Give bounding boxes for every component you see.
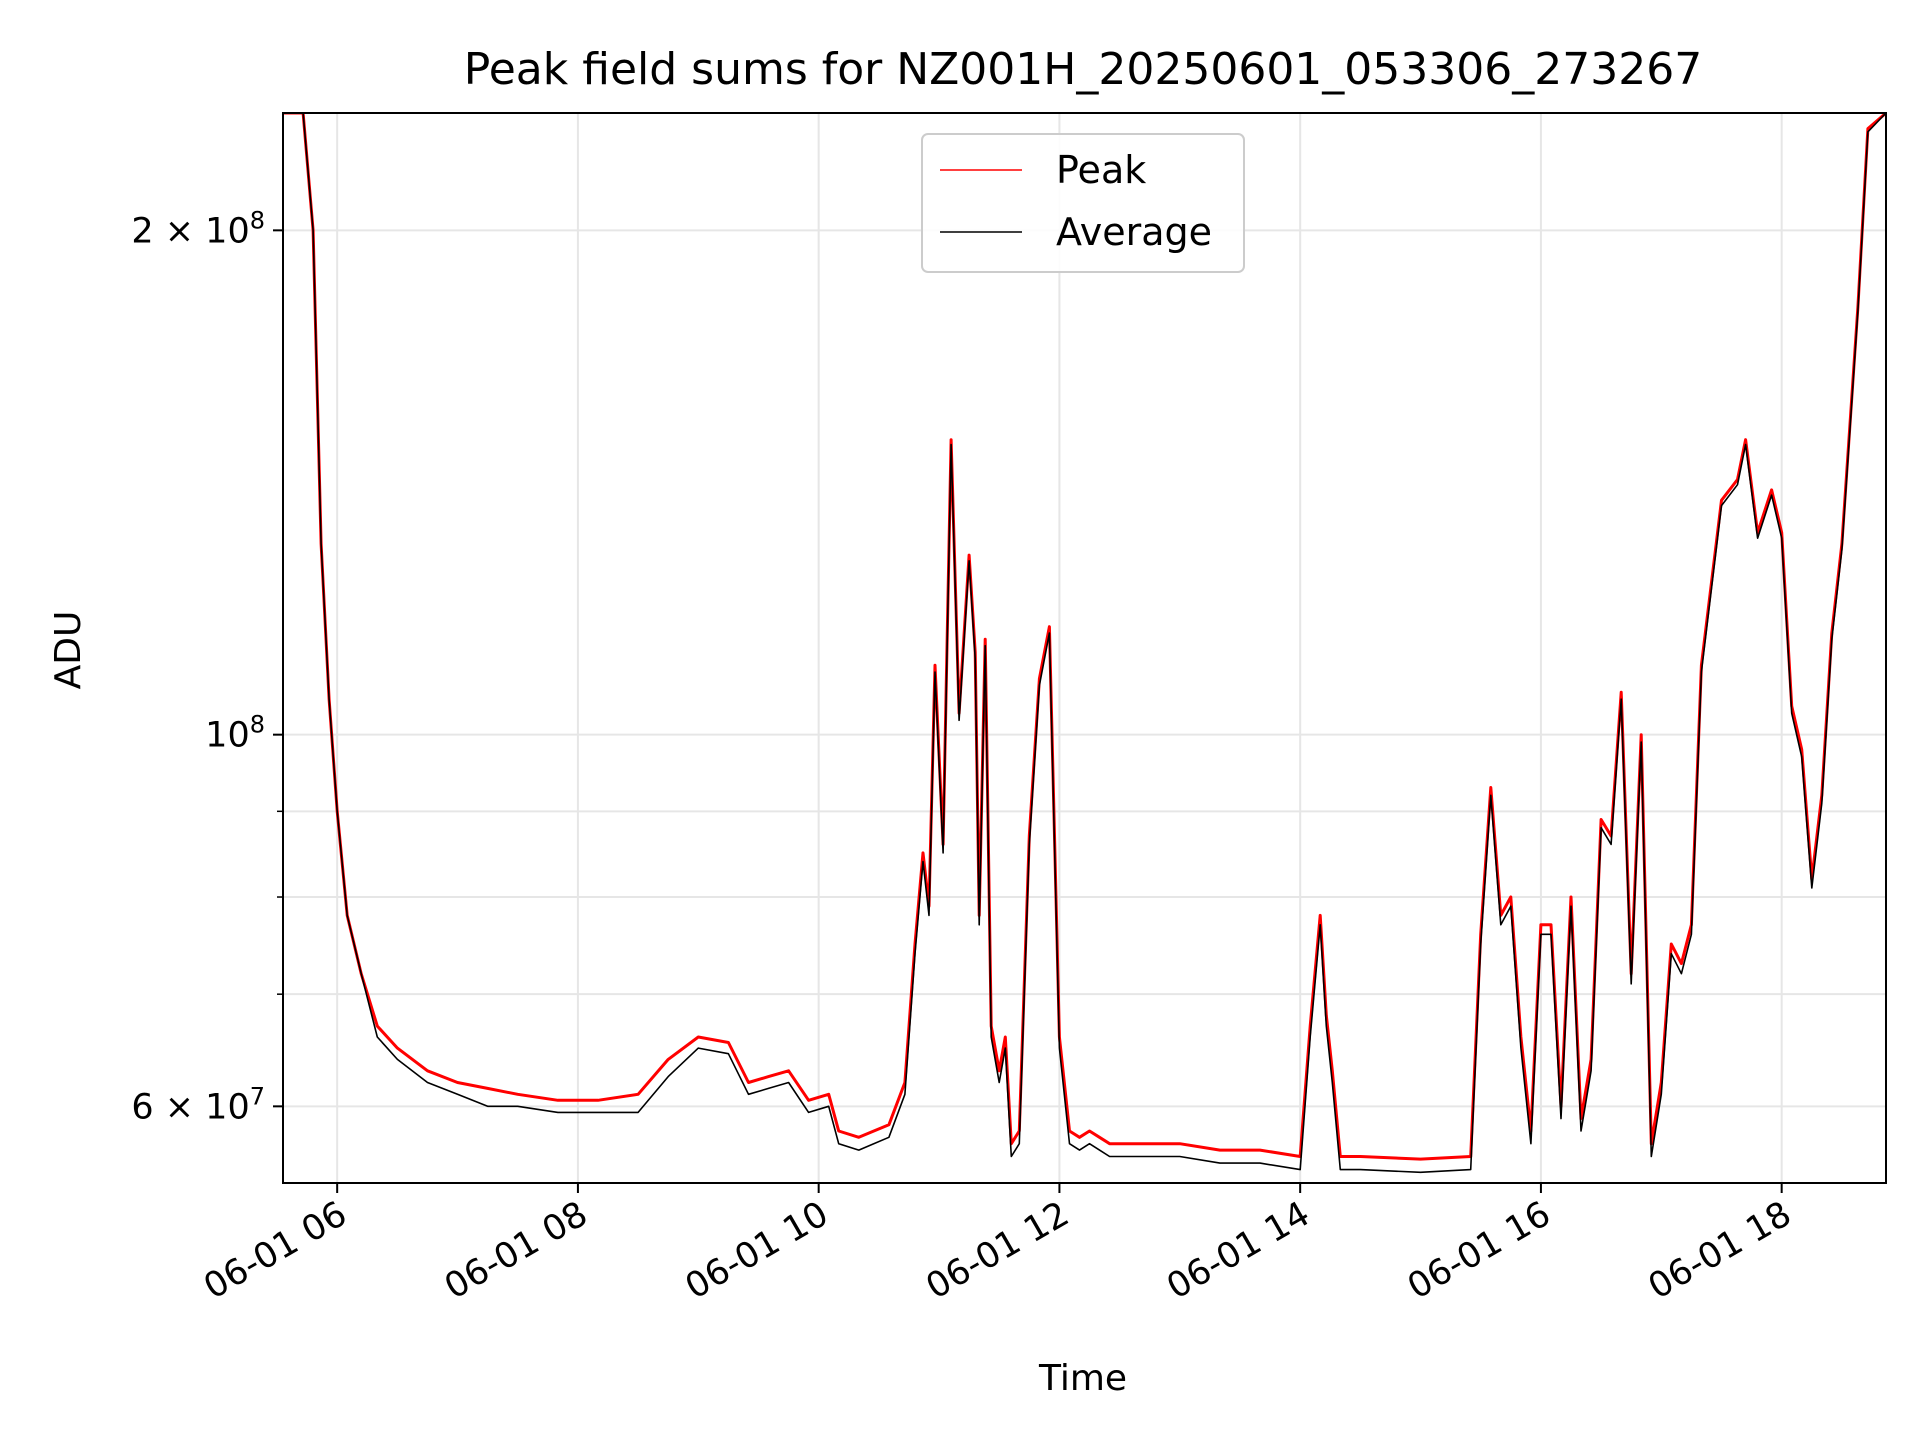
plot-frame bbox=[282, 112, 1887, 1184]
y-axis-title: ADU bbox=[48, 611, 89, 690]
legend-label-peak: Peak bbox=[1056, 148, 1146, 192]
legend-label-average: Average bbox=[1056, 210, 1212, 254]
series-line-average bbox=[283, 113, 1886, 1174]
legend: Peak Average bbox=[921, 133, 1245, 273]
legend-box bbox=[921, 133, 1245, 273]
x-axis-title: Time bbox=[1038, 1358, 1127, 1399]
y-tick-label: 108 bbox=[205, 711, 265, 756]
series-line-peak bbox=[283, 113, 1886, 1161]
series-layer bbox=[283, 113, 1886, 1174]
y-axis-ticks: 2 × 108 108 6 × 107 bbox=[131, 206, 283, 1127]
y-tick-label: 6 × 107 bbox=[131, 1082, 265, 1127]
y-tick-label: 2 × 108 bbox=[131, 206, 265, 251]
grid bbox=[283, 113, 1886, 1183]
chart-title: Peak field sums for NZ001H_20250601_0533… bbox=[464, 44, 1702, 95]
